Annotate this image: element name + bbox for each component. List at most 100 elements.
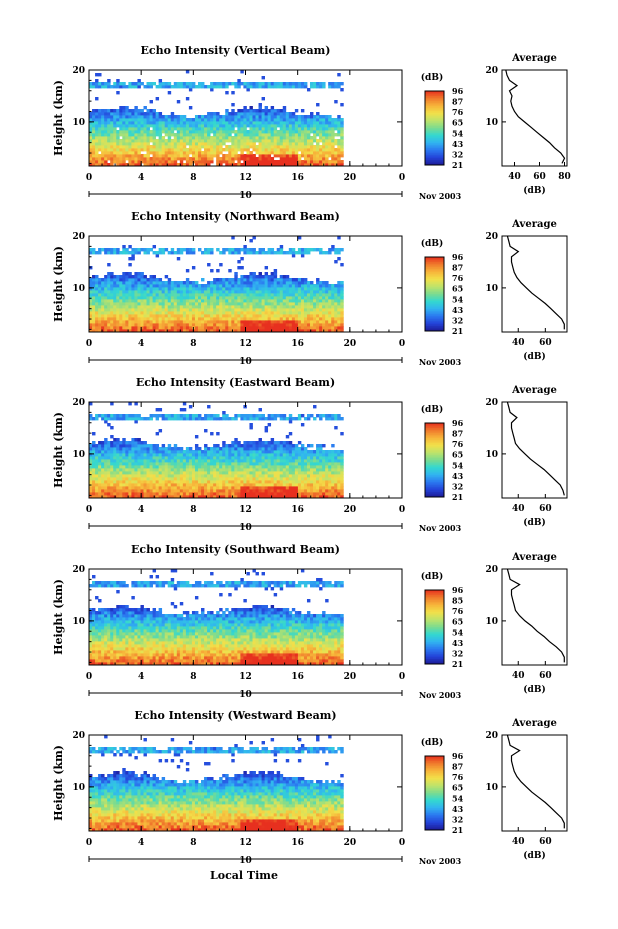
heatmap-cell bbox=[98, 160, 102, 164]
heatmap-cell bbox=[294, 477, 299, 481]
heatmap-cell bbox=[340, 311, 344, 315]
heatmap-cell bbox=[149, 311, 153, 315]
heatmap-cell bbox=[179, 281, 184, 285]
heatmap-cell bbox=[279, 450, 284, 454]
heatmap-cell bbox=[313, 495, 317, 499]
heatmap-cell bbox=[331, 456, 335, 460]
heatmap-cell bbox=[188, 495, 193, 499]
heatmap-cell bbox=[303, 133, 308, 137]
heatmap-cell bbox=[216, 121, 220, 125]
heatmap-cell bbox=[297, 471, 302, 475]
heatmap-cell bbox=[179, 495, 184, 499]
heatmap-cell bbox=[255, 486, 259, 490]
heatmap-cell bbox=[249, 82, 253, 86]
heatmap-cell bbox=[143, 483, 147, 487]
heatmap-cell bbox=[291, 136, 296, 140]
heatmap-cell bbox=[116, 130, 120, 134]
heatmap-cell bbox=[101, 453, 105, 457]
heatmap-cell bbox=[128, 133, 132, 137]
profile-y-tick-label: 20 bbox=[485, 232, 498, 242]
heatmap-cell bbox=[325, 480, 329, 484]
heatmap-cell bbox=[116, 112, 120, 116]
heatmap-cell bbox=[152, 124, 157, 128]
heatmap-cell bbox=[134, 459, 138, 463]
heatmap-cell bbox=[167, 489, 172, 493]
heatmap-cell bbox=[131, 480, 135, 484]
heatmap-cell bbox=[170, 127, 175, 131]
heatmap-cell bbox=[116, 326, 120, 330]
heatmap-cell bbox=[95, 112, 99, 116]
heatmap-cell bbox=[158, 79, 163, 83]
heatmap-cell bbox=[143, 284, 147, 288]
heatmap-cell bbox=[294, 320, 299, 324]
heatmap-cell bbox=[334, 477, 338, 481]
heatmap-cell bbox=[267, 299, 272, 303]
colorbar-swatch bbox=[425, 106, 444, 109]
heatmap-cell bbox=[337, 85, 341, 89]
heatmap-cell bbox=[164, 124, 169, 128]
heatmap-cell bbox=[319, 480, 323, 484]
heatmap-cell bbox=[119, 154, 123, 158]
heatmap-cell bbox=[240, 290, 244, 294]
heatmap-cell bbox=[210, 489, 214, 493]
heatmap-cell bbox=[258, 133, 262, 137]
heatmap-cell bbox=[319, 456, 323, 460]
heatmap-cell bbox=[164, 145, 169, 149]
colorbar-swatch bbox=[425, 126, 444, 129]
heatmap-cell bbox=[273, 272, 278, 276]
colorbar-swatch bbox=[425, 161, 444, 164]
heatmap-cell bbox=[101, 157, 105, 161]
heatmap-cell bbox=[328, 314, 332, 318]
heatmap-cell bbox=[92, 293, 96, 297]
heatmap-cell bbox=[146, 462, 150, 466]
heatmap-cell bbox=[158, 281, 163, 285]
heatmap-cell bbox=[116, 495, 120, 499]
heatmap-cell bbox=[191, 124, 196, 128]
heatmap-cell bbox=[113, 157, 117, 161]
heatmap-cell bbox=[110, 272, 114, 276]
heatmap-cell bbox=[243, 136, 247, 140]
heatmap-cell bbox=[149, 82, 153, 86]
heatmap-cell bbox=[306, 115, 311, 119]
heatmap-cell bbox=[167, 251, 172, 255]
heatmap-cell bbox=[328, 468, 332, 472]
heatmap-cell bbox=[92, 308, 96, 312]
heatmap-cell bbox=[179, 118, 184, 122]
heatmap-cell bbox=[161, 296, 166, 300]
heatmap-cell bbox=[243, 486, 247, 490]
heatmap-cell bbox=[128, 145, 132, 149]
heatmap-cell bbox=[116, 299, 120, 303]
heatmap-cell bbox=[291, 474, 296, 478]
heatmap-cell bbox=[237, 296, 241, 300]
heatmap-cell bbox=[334, 148, 338, 152]
heatmap-cell bbox=[207, 112, 211, 116]
heatmap-cell bbox=[113, 251, 117, 255]
heatmap-cell bbox=[267, 483, 272, 487]
heatmap-cell bbox=[219, 130, 223, 134]
heatmap-cell bbox=[191, 477, 196, 481]
heatmap-cell bbox=[288, 483, 293, 487]
heatmap-cell bbox=[131, 118, 135, 122]
heatmap-cell bbox=[237, 477, 241, 481]
heatmap-cell bbox=[122, 124, 126, 128]
heatmap-cell bbox=[98, 450, 102, 454]
heatmap-cell bbox=[331, 151, 335, 155]
heatmap-cell bbox=[279, 82, 284, 86]
heatmap-cell bbox=[137, 79, 141, 83]
heatmap-cell bbox=[213, 278, 217, 282]
heatmap-cell bbox=[273, 311, 278, 315]
heatmap-cell bbox=[134, 302, 138, 306]
heatmap-cell bbox=[210, 326, 214, 330]
heatmap-cell bbox=[249, 272, 253, 276]
heatmap-cell bbox=[170, 121, 175, 125]
heatmap-cell bbox=[267, 139, 272, 143]
heatmap-cell bbox=[155, 281, 160, 285]
heatmap-cell bbox=[261, 296, 265, 300]
heatmap-cell bbox=[113, 148, 117, 152]
heatmap-cell bbox=[155, 151, 160, 155]
heatmap-cell bbox=[273, 145, 278, 149]
heatmap-cell bbox=[161, 145, 166, 149]
heatmap-cell bbox=[113, 287, 117, 291]
heatmap-cell bbox=[194, 121, 199, 125]
heatmap-cell bbox=[264, 118, 269, 122]
